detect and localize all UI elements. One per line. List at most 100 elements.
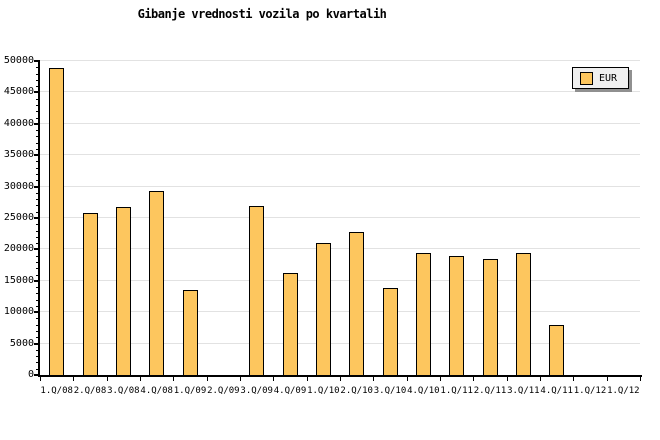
y-tick-label: 30000	[3, 180, 34, 192]
gridline	[40, 91, 640, 93]
y-tick	[34, 154, 40, 157]
x-tick-label: 3.Q/11	[507, 386, 540, 396]
bar-3.Q/11	[515, 253, 531, 375]
bar-4.Q/08	[149, 191, 165, 375]
x-tick	[406, 377, 408, 381]
y-minor-tick	[36, 161, 40, 163]
y-tick	[34, 122, 40, 125]
x-tick	[273, 377, 275, 381]
legend-series-label: EUR	[599, 72, 618, 84]
x-tick-label: 1.Q/11	[440, 386, 473, 396]
y-minor-tick	[36, 142, 40, 144]
x-tick	[606, 377, 608, 381]
x-tick-label: 4.Q/09	[273, 386, 307, 396]
y-minor-tick	[36, 293, 40, 295]
y-minor-tick	[36, 199, 40, 201]
bar-1.Q/11	[449, 256, 465, 375]
gridline	[40, 311, 640, 313]
x-tick	[206, 377, 208, 381]
x-tick-label: 2.Q/09	[207, 386, 240, 396]
bar-2.Q/11	[482, 258, 498, 375]
x-tick-label: 4.Q/11	[540, 386, 573, 396]
y-minor-tick	[36, 136, 40, 138]
x-tick-label: 3.Q/09	[240, 386, 273, 396]
bar-3.Q/09	[249, 206, 265, 375]
x-tick	[106, 377, 108, 381]
y-tick-label: 35000	[3, 149, 34, 161]
y-tick	[34, 217, 40, 219]
bar-3.Q/10	[382, 287, 398, 375]
x-tick-label: 1.Q/10	[307, 386, 340, 396]
y-minor-tick	[36, 79, 40, 81]
y-minor-tick	[36, 243, 40, 245]
y-minor-tick	[36, 148, 40, 150]
x-tick-label: 3.Q/10	[373, 386, 407, 396]
x-tick	[40, 377, 41, 381]
y-minor-tick	[36, 211, 40, 213]
gridline	[40, 154, 640, 156]
x-tick	[573, 377, 575, 381]
bar-1.Q/09	[182, 289, 198, 375]
y-minor-tick	[36, 86, 40, 88]
y-minor-tick	[36, 67, 40, 69]
gridline	[40, 217, 640, 218]
x-tick-label: 2.Q/11	[473, 386, 507, 396]
y-minor-tick	[36, 174, 40, 176]
y-tick	[34, 311, 40, 314]
y-minor-tick	[36, 104, 40, 106]
y-tick	[34, 248, 40, 251]
y-minor-tick	[36, 299, 40, 301]
x-tick	[473, 377, 475, 381]
x-tick	[306, 377, 308, 381]
y-minor-tick	[36, 349, 40, 351]
x-tick-label: 2.Q/08	[73, 386, 107, 396]
y-tick	[34, 185, 40, 188]
y-minor-tick	[36, 362, 40, 364]
y-minor-tick	[36, 230, 40, 232]
gridline	[40, 248, 640, 250]
y-tick-label: 5000	[9, 337, 34, 349]
y-tick-label: 25000	[3, 212, 34, 223]
x-tick-label: 1.Q/09	[173, 386, 207, 396]
x-axis-line	[38, 375, 642, 377]
bar-4.Q/11	[549, 325, 565, 375]
gridline	[40, 122, 640, 124]
y-tick	[34, 279, 40, 282]
y-tick	[34, 60, 40, 62]
x-tick-label: 4.Q/08	[140, 386, 173, 396]
y-minor-tick	[36, 261, 40, 263]
x-tick-label: 4.Q/10	[407, 386, 440, 396]
x-tick-label: 1.Q/12	[573, 386, 607, 396]
gridline	[40, 60, 640, 61]
y-minor-tick	[36, 130, 40, 132]
legend-series-swatch-icon	[580, 71, 593, 85]
x-tick	[440, 377, 441, 381]
y-minor-tick	[36, 318, 40, 320]
chart-title: Gibanje vrednosti vozila po kvartalih	[137, 7, 387, 21]
x-tick	[640, 377, 641, 381]
gridline	[40, 279, 640, 281]
y-minor-tick	[36, 274, 40, 276]
x-tick	[73, 377, 75, 381]
y-tick-label: 0	[27, 369, 34, 380]
y-minor-tick	[36, 98, 40, 100]
y-tick-label: 40000	[3, 117, 34, 129]
x-tick-label: 1.Q/12	[607, 386, 640, 396]
y-minor-tick	[36, 73, 40, 75]
bar-3.Q/08	[115, 207, 131, 375]
x-tick	[340, 377, 341, 381]
y-minor-tick	[36, 305, 40, 307]
bar-1.Q/10	[315, 242, 331, 375]
legend: EUR	[572, 67, 629, 89]
y-minor-tick	[36, 117, 40, 119]
bar-2.Q/08	[82, 212, 98, 375]
gridline	[40, 342, 640, 344]
x-tick	[373, 377, 375, 381]
y-tick-label: 15000	[3, 274, 34, 286]
x-tick-label: 1.Q/08	[40, 386, 73, 396]
y-tick-label: 50000	[3, 55, 34, 66]
y-axis-line	[38, 61, 40, 377]
x-tick	[240, 377, 241, 381]
x-tick	[140, 377, 141, 381]
